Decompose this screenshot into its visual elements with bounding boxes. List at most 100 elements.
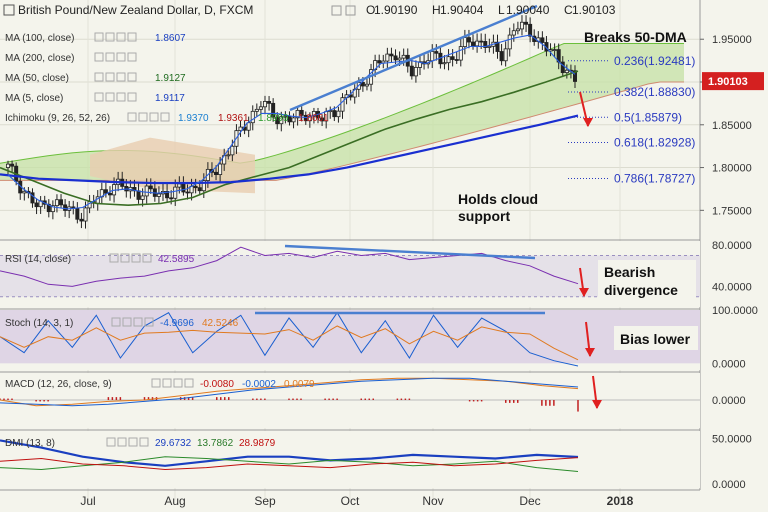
dmi-tick-label: 50.0000: [712, 434, 752, 446]
candle-up: [295, 109, 300, 119]
down-arrow-head: [579, 288, 589, 297]
candle-up: [430, 51, 435, 62]
legend-control-icon: [142, 253, 152, 263]
legend-control-icon: [127, 72, 137, 82]
candle-up: [446, 56, 451, 64]
annotation-divergence: divergence: [604, 282, 678, 298]
candle-down: [79, 218, 84, 222]
candle-down: [454, 59, 459, 61]
candle-down: [165, 190, 170, 199]
legend-control-icon: [116, 72, 126, 82]
candle-up: [6, 163, 11, 168]
legend-control-icon: [105, 32, 115, 42]
candle-down: [148, 185, 153, 190]
candle-down: [46, 203, 51, 213]
indicator-value: 1.9370: [178, 113, 209, 124]
time-axis: Jul Aug Sep Oct Nov Dec 2018: [0, 489, 700, 508]
panel-value: 29.6732: [155, 438, 192, 449]
candle-down: [332, 110, 337, 118]
candle-up: [442, 62, 447, 65]
candle-up: [144, 185, 149, 197]
candle-down: [103, 189, 108, 194]
legend-control-icon: [131, 253, 141, 263]
candle-up: [507, 34, 512, 50]
candle-down: [193, 185, 198, 189]
ohlc-key: O: [366, 3, 375, 17]
candle-up: [519, 21, 524, 30]
dmi-tick-label: 0.0000: [712, 479, 746, 491]
panel-label: MACD (12, 26, close, 9): [5, 379, 112, 390]
indicator-value: 1.9127: [155, 73, 186, 84]
ma-5-line: [7, 34, 576, 210]
candle-down: [540, 37, 545, 43]
legend-control-icon: [122, 317, 132, 327]
fib-label: 0.618(1.82928): [614, 136, 695, 150]
legend-control-icon: [144, 317, 154, 327]
stoch-k-line: [0, 311, 579, 367]
time-tick-label: Jul: [80, 494, 95, 508]
candle-up: [177, 183, 182, 188]
eye-icon: [345, 5, 356, 16]
legend-control-icon: [127, 32, 137, 42]
legend-control-icon: [94, 72, 104, 82]
annotation-bearish: Bearish: [604, 264, 655, 280]
candle-down: [560, 61, 565, 74]
candle-up: [283, 115, 288, 118]
stoch-tick-label: 100.0000: [712, 305, 758, 317]
candle-down: [267, 101, 272, 104]
down-arrow-head: [583, 118, 593, 127]
annotation-bg: [598, 260, 696, 300]
fib-label: 0.236(1.92481): [614, 54, 695, 68]
candle-up: [340, 97, 345, 112]
indicator-value: 1.9361: [218, 113, 249, 124]
candle-down: [495, 41, 500, 52]
settings-icon: [331, 5, 342, 16]
candle-down: [214, 171, 219, 175]
macd-line: [0, 377, 579, 407]
candle-up: [22, 190, 27, 194]
macd-signal-line: [0, 377, 579, 407]
candle-down: [59, 199, 64, 206]
candle-up: [201, 180, 206, 192]
candle-down: [450, 56, 455, 60]
rsi-tick-label: 80.0000: [712, 240, 752, 252]
candle-down: [483, 41, 488, 48]
rsi-band: [0, 255, 700, 297]
candle-down: [169, 197, 174, 200]
macd-panel[interactable]: 0.0000: [0, 371, 746, 428]
candle-up: [156, 193, 161, 197]
trend-lines: [289, 4, 538, 112]
candle-up: [385, 53, 390, 62]
price-tick-label: 1.75000: [712, 205, 752, 217]
panel-value: 42.5895: [158, 254, 195, 265]
ohlc-key: C: [564, 3, 573, 17]
stoch-band: [0, 310, 700, 364]
candle-down: [434, 51, 439, 54]
candle-up: [254, 108, 259, 112]
current-price-tag: [702, 72, 764, 91]
price-axis: 1.950001.900001.850001.800001.750001.901…: [699, 0, 768, 500]
legend-control-icon: [117, 437, 127, 447]
candle-down: [409, 65, 414, 77]
annotation-bg: [614, 326, 698, 350]
stoch-panel[interactable]: 100.0000 0.0000: [0, 305, 758, 370]
candle-up: [50, 205, 55, 213]
panel-value: -0.0080: [200, 379, 234, 390]
candle-down: [320, 117, 325, 122]
panel-label: Stoch (14, 3, 1): [5, 318, 73, 329]
legend-control-icon: [160, 112, 170, 122]
candle-up: [413, 67, 418, 77]
candle-up: [417, 61, 422, 68]
panel-value: 28.9879: [239, 438, 276, 449]
dmi-panel[interactable]: 50.0000 0.0000: [0, 429, 752, 491]
candle-down: [107, 192, 112, 196]
candle-down: [360, 82, 365, 87]
legend-control-icon: [94, 52, 104, 62]
legend-control-icon: [127, 92, 137, 102]
candle-down: [63, 204, 68, 211]
price-tick-label: 1.85000: [712, 120, 752, 132]
indicator-value: 1.8999: [258, 113, 289, 124]
candle-up: [226, 154, 231, 157]
candle-down: [10, 163, 15, 167]
